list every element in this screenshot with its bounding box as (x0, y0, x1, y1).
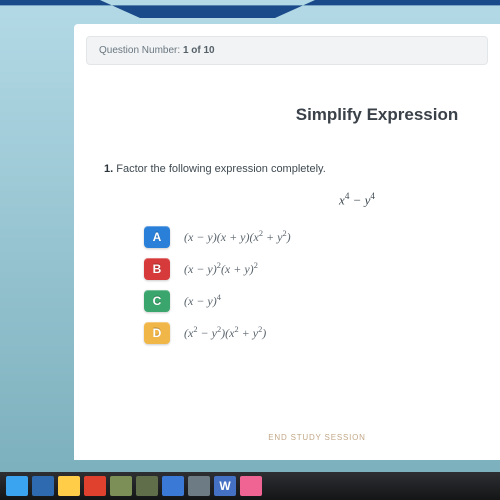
content-panel: Question Number: 1 of 10 Simplify Expres… (74, 24, 500, 460)
taskbar-app-gray-icon[interactable] (188, 476, 210, 496)
choice-c[interactable]: C (x − y)4 (144, 290, 470, 312)
choice-b[interactable]: B (x − y)2(x + y)2 (144, 258, 470, 280)
end-study-session-link[interactable]: END STUDY SESSION (74, 433, 500, 442)
choice-badge-b[interactable]: B (144, 258, 170, 280)
question-expression: x4 − y4 (104, 191, 470, 208)
choice-a[interactable]: A (x − y)(x + y)(x2 + y2) (144, 226, 470, 248)
question-number-value: 1 of 10 (183, 45, 215, 56)
question-block: 1. Factor the following expression compl… (104, 163, 470, 344)
taskbar-app-pink-icon[interactable] (240, 476, 262, 496)
page-title: Simplify Expression (74, 105, 500, 125)
choice-list: A (x − y)(x + y)(x2 + y2) B (x − y)2(x +… (144, 226, 470, 344)
choice-badge-c[interactable]: C (144, 290, 170, 312)
choice-badge-a[interactable]: A (144, 226, 170, 248)
question-number-bar: Question Number: 1 of 10 (86, 36, 488, 65)
choice-badge-d[interactable]: D (144, 322, 170, 344)
choice-text-a: (x − y)(x + y)(x2 + y2) (184, 229, 291, 245)
taskbar-app-blue-icon[interactable] (162, 476, 184, 496)
header-wave (0, 0, 500, 18)
taskbar: W (0, 472, 500, 500)
folder-icon[interactable] (58, 476, 80, 496)
question-number-label: Question Number: (99, 45, 180, 56)
word-icon[interactable]: W (214, 476, 236, 496)
choice-text-d: (x2 − y2)(x2 + y2) (184, 325, 266, 341)
start-button[interactable] (6, 476, 28, 496)
taskbar-app-red-icon[interactable] (84, 476, 106, 496)
question-number: 1. (104, 163, 113, 175)
question-prompt: 1. Factor the following expression compl… (104, 163, 470, 175)
ie-icon[interactable] (32, 476, 54, 496)
taskbar-app-green2-icon[interactable] (136, 476, 158, 496)
choice-d[interactable]: D (x2 − y2)(x2 + y2) (144, 322, 470, 344)
taskbar-app-green1-icon[interactable] (110, 476, 132, 496)
choice-text-c: (x − y)4 (184, 293, 221, 309)
question-text: Factor the following expression complete… (116, 163, 326, 175)
choice-text-b: (x − y)2(x + y)2 (184, 261, 258, 277)
